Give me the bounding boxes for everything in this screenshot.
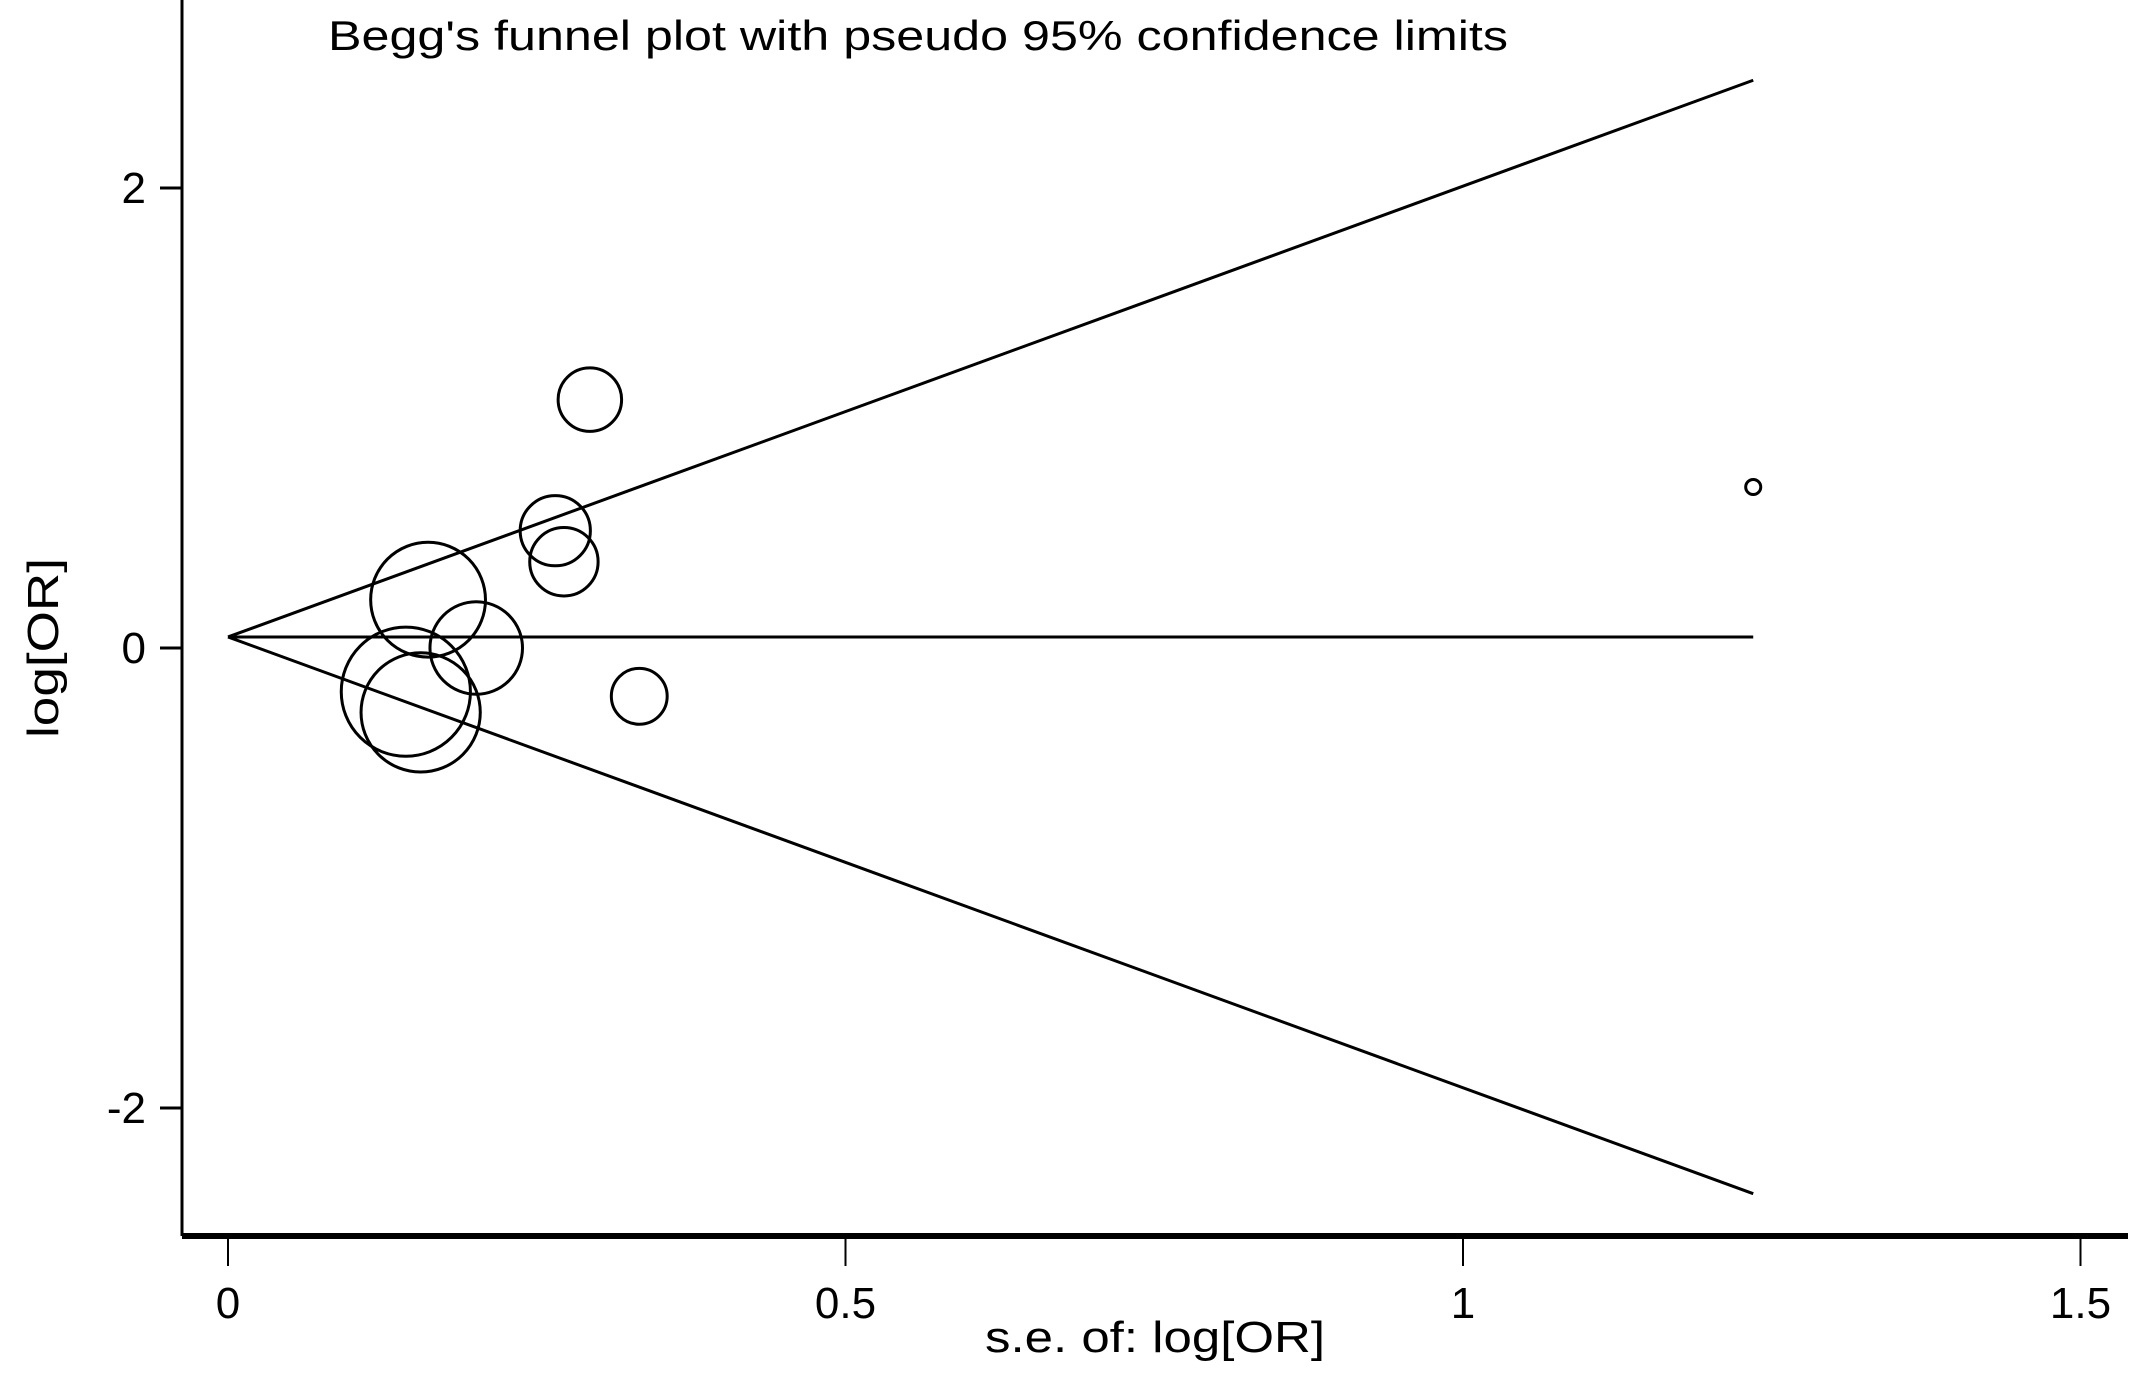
y-tick-label: 0: [122, 624, 146, 673]
x-tick-label: 1.5: [2050, 1279, 2111, 1328]
x-tick-label: 0: [216, 1279, 240, 1328]
y-tick-label: 2: [122, 164, 146, 213]
study-point: [359, 651, 482, 774]
study-point: [528, 526, 600, 598]
x-tick-label: 0.5: [815, 1279, 876, 1328]
study-point: [556, 366, 624, 433]
study-point: [1744, 477, 1763, 497]
x-axis-label: s.e. of: log[OR]: [985, 1313, 1325, 1362]
study-point: [428, 600, 525, 696]
x-tick-label: 1: [1451, 1279, 1475, 1328]
axes: 0 0.5 1 1.5 2 0 -2: [107, 0, 2128, 1328]
y-axis-label: log[OR]: [19, 558, 68, 738]
chart-title: Begg's funnel plot with pseudo 95% confi…: [328, 12, 1508, 59]
upper-confidence-limit: [227, 78, 1754, 639]
y-tick-label: -2: [107, 1084, 146, 1133]
data-points: [339, 366, 1763, 774]
study-point: [339, 625, 472, 758]
lower-confidence-limit: [227, 635, 1754, 1196]
study-point: [609, 666, 669, 726]
funnel-lines: [227, 78, 1754, 1196]
study-point: [518, 494, 592, 568]
study-point: [369, 540, 487, 659]
